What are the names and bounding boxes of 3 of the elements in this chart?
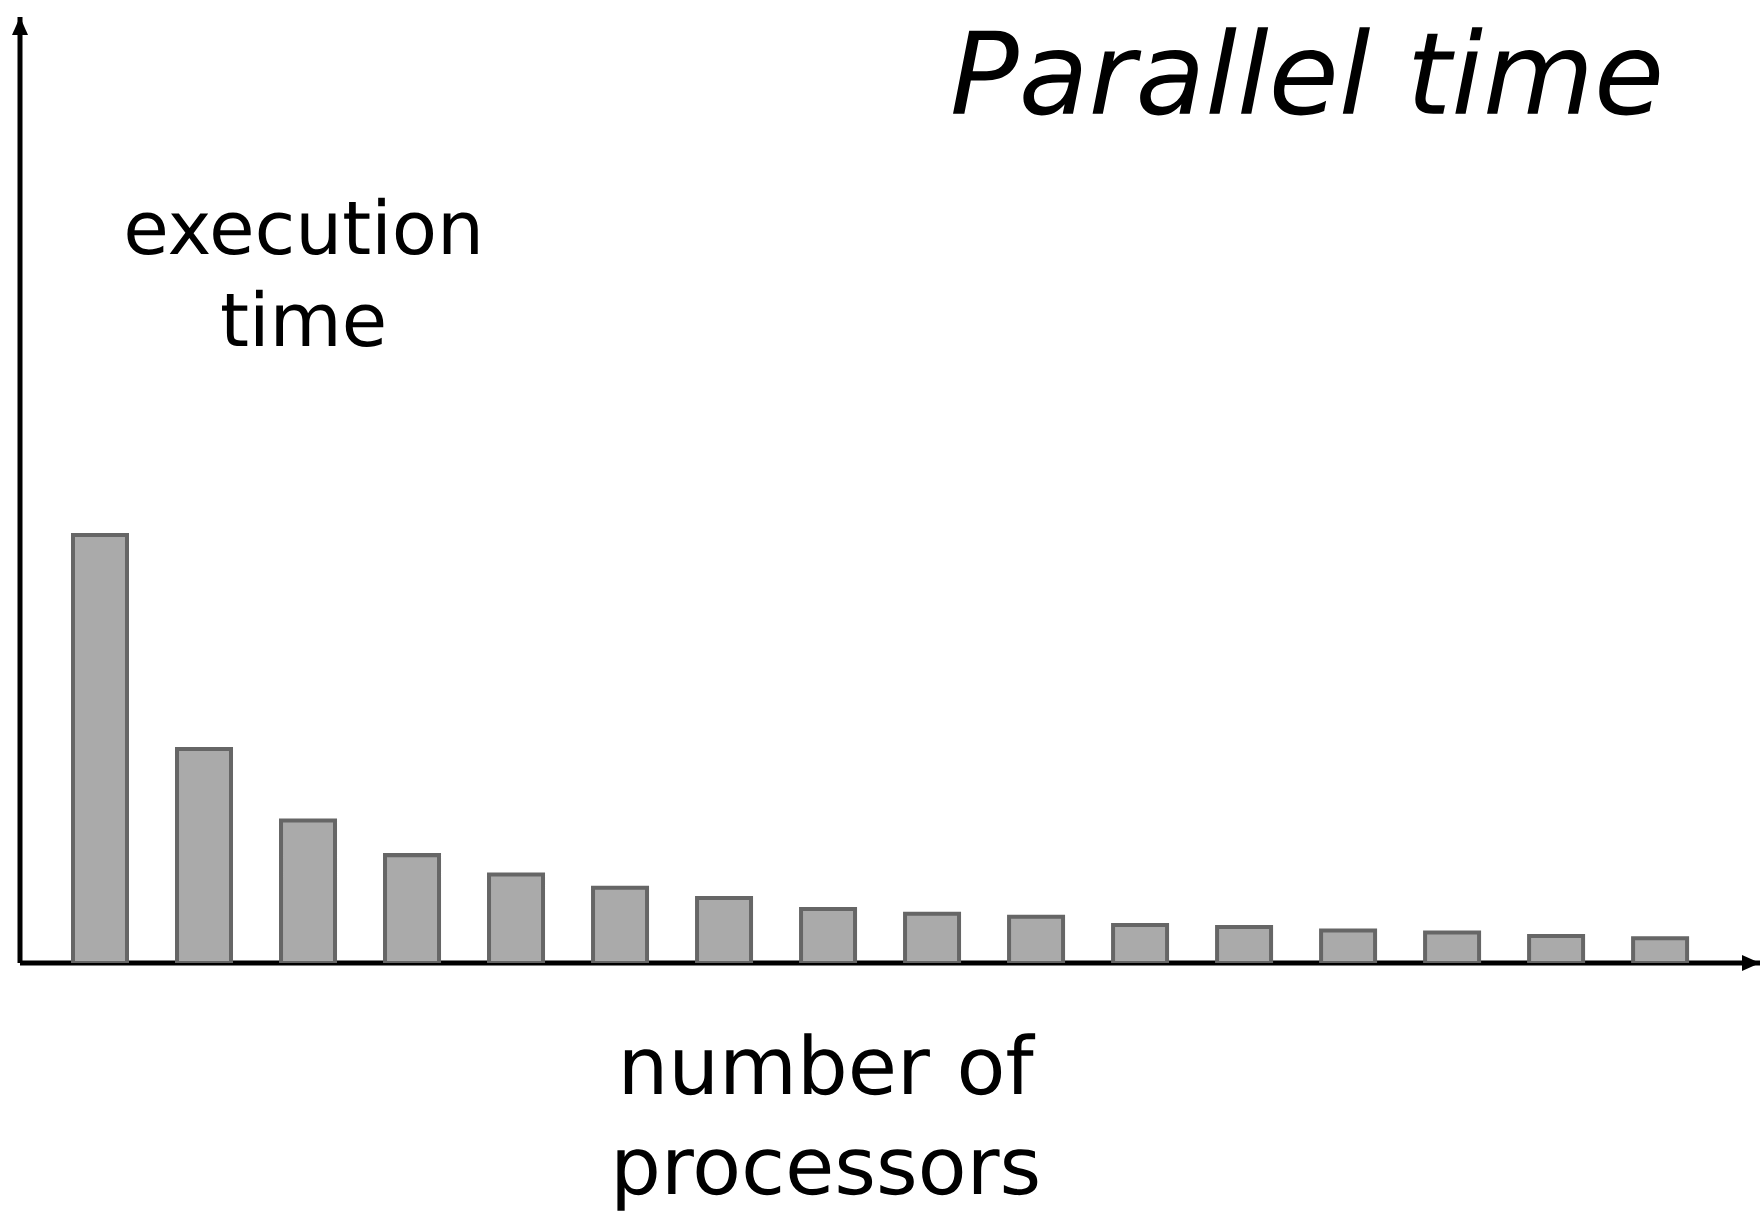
chart-title: Parallel time	[953, 27, 1660, 116]
x-axis-title: number of processors	[617, 1033, 1038, 1211]
y-axis-title: execution time	[127, 197, 478, 348]
